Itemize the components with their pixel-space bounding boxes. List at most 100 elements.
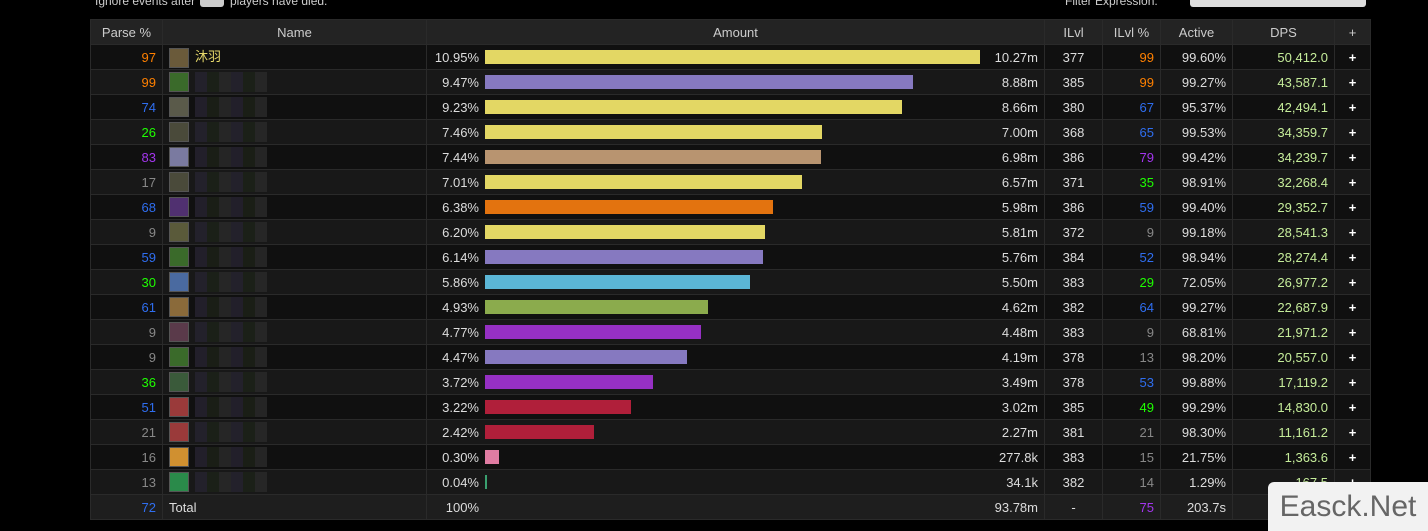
expand-button[interactable]: + [1334, 94, 1371, 120]
player-row[interactable]: 99 9.47% 8.88m 385 99 99.27% 43,587.1 + [90, 69, 1371, 95]
amount-value: 5.76m [1001, 250, 1038, 265]
expand-button[interactable]: + [1334, 119, 1371, 145]
expand-button[interactable]: + [1334, 169, 1371, 195]
class-icon [169, 372, 189, 392]
ignore-label: Ignore events after [95, 0, 196, 8]
amount-percent: 9.47% [442, 75, 479, 90]
dps: 28,274.4 [1232, 244, 1335, 270]
player-row[interactable]: 68 6.38% 5.98m 386 59 99.40% 29,352.7 + [90, 194, 1371, 220]
ilvl-percent: 15 [1102, 444, 1161, 470]
player-name [162, 344, 427, 370]
player-row[interactable]: 9 4.77% 4.48m 383 9 68.81% 21,971.2 + [90, 319, 1371, 345]
expand-button[interactable]: + [1334, 319, 1371, 345]
expand-button[interactable]: + [1334, 369, 1371, 395]
ilvl-percent: 79 [1102, 144, 1161, 170]
expand-button[interactable]: + [1334, 419, 1371, 445]
amount-bar [485, 100, 903, 114]
class-icon [169, 472, 189, 492]
dps: 11,161.2 [1232, 419, 1335, 445]
dps: 34,239.7 [1232, 144, 1335, 170]
player-row[interactable]: 26 7.46% 7.00m 368 65 99.53% 34,359.7 + [90, 119, 1371, 145]
redacted-name [195, 222, 267, 242]
ilvl-percent: 99 [1102, 44, 1161, 70]
player-name [162, 469, 427, 495]
expand-button[interactable]: + [1334, 69, 1371, 95]
expand-button[interactable]: + [1334, 219, 1371, 245]
amount-cell: 6.20% 5.81m [426, 219, 1045, 245]
parse-percent: 51 [90, 394, 163, 420]
amount-value: 4.48m [1001, 325, 1038, 340]
item-level: 381 [1044, 419, 1103, 445]
class-icon [169, 247, 189, 267]
amount-value: 8.88m [1001, 75, 1038, 90]
column-header[interactable]: + [1334, 19, 1371, 45]
amount-value: 3.02m [1001, 400, 1038, 415]
filter-input[interactable] [1190, 0, 1366, 7]
dps: 32,268.4 [1232, 169, 1335, 195]
expand-button[interactable]: + [1334, 269, 1371, 295]
expand-button[interactable]: + [1334, 144, 1371, 170]
class-icon [169, 172, 189, 192]
redacted-name [195, 147, 267, 167]
amount-percent: 9.23% [442, 100, 479, 115]
dps: 29,352.7 [1232, 194, 1335, 220]
expand-button[interactable]: + [1334, 194, 1371, 220]
active-time: 95.37% [1160, 94, 1233, 120]
amount-percent: 7.01% [442, 175, 479, 190]
player-name [162, 369, 427, 395]
class-icon [169, 122, 189, 142]
item-level: 385 [1044, 394, 1103, 420]
player-row[interactable]: 36 3.72% 3.49m 378 53 99.88% 17,119.2 + [90, 369, 1371, 395]
amount-value: 4.62m [1001, 300, 1038, 315]
amount-percent: 7.44% [442, 150, 479, 165]
expand-button[interactable]: + [1334, 244, 1371, 270]
player-row[interactable]: 83 7.44% 6.98m 386 79 99.42% 34,239.7 + [90, 144, 1371, 170]
player-row[interactable]: 59 6.14% 5.76m 384 52 98.94% 28,274.4 + [90, 244, 1371, 270]
player-row[interactable]: 30 5.86% 5.50m 383 29 72.05% 26,977.2 + [90, 269, 1371, 295]
parse-percent: 68 [90, 194, 163, 220]
active-time: 21.75% [1160, 444, 1233, 470]
class-icon [169, 297, 189, 317]
amount-cell: 3.22% 3.02m [426, 394, 1045, 420]
expand-button[interactable]: + [1334, 344, 1371, 370]
amount-cell: 7.01% 6.57m [426, 169, 1045, 195]
player-name [162, 194, 427, 220]
amount-value: 5.98m [1001, 200, 1038, 215]
active-time: 99.27% [1160, 69, 1233, 95]
amount-value: 3.49m [1001, 375, 1038, 390]
player-row[interactable]: 21 2.42% 2.27m 381 21 98.30% 11,161.2 + [90, 419, 1371, 445]
expand-button[interactable]: + [1334, 44, 1371, 70]
amount-cell: 4.77% 4.48m [426, 319, 1045, 345]
player-name: Total [162, 494, 427, 520]
player-row[interactable]: 61 4.93% 4.62m 382 64 99.27% 22,687.9 + [90, 294, 1371, 320]
expand-button[interactable]: + [1334, 294, 1371, 320]
player-row[interactable]: 9 6.20% 5.81m 372 9 99.18% 28,541.3 + [90, 219, 1371, 245]
amount-value: 4.19m [1001, 350, 1038, 365]
top-bar: Ignore events after players have died. F… [0, 0, 1428, 8]
redacted-name [195, 472, 267, 492]
dps: 34,359.7 [1232, 119, 1335, 145]
amount-value: 6.57m [1001, 175, 1038, 190]
active-time: 99.53% [1160, 119, 1233, 145]
player-name [162, 419, 427, 445]
player-row[interactable]: 16 0.30% 277.8k 383 15 21.75% 1,363.6 + [90, 444, 1371, 470]
amount-cell: 0.30% 277.8k [426, 444, 1045, 470]
player-row[interactable]: 74 9.23% 8.66m 380 67 95.37% 42,494.1 + [90, 94, 1371, 120]
player-row[interactable]: 51 3.22% 3.02m 385 49 99.29% 14,830.0 + [90, 394, 1371, 420]
item-level: 380 [1044, 94, 1103, 120]
expand-button[interactable]: + [1334, 394, 1371, 420]
item-level: 378 [1044, 344, 1103, 370]
ilvl-percent: 64 [1102, 294, 1161, 320]
player-row[interactable]: 9 4.47% 4.19m 378 13 98.20% 20,557.0 + [90, 344, 1371, 370]
player-row[interactable]: 97 沐羽 10.95% 10.27m 377 99 99.60% 50,412.0 + [90, 44, 1371, 70]
deaths-input[interactable] [200, 0, 224, 7]
player-name [162, 319, 427, 345]
active-time: 98.20% [1160, 344, 1233, 370]
dps: 42,494.1 [1232, 94, 1335, 120]
amount-value: 93.78m [994, 500, 1038, 515]
amount-percent: 2.42% [442, 425, 479, 440]
player-row[interactable]: 17 7.01% 6.57m 371 35 98.91% 32,268.4 + [90, 169, 1371, 195]
expand-button[interactable]: + [1334, 444, 1371, 470]
